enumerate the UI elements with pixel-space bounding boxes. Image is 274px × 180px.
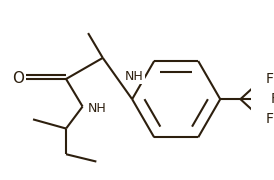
Text: F: F	[266, 72, 274, 86]
Text: NH: NH	[88, 102, 107, 115]
Text: O: O	[12, 71, 24, 86]
Text: F: F	[270, 92, 274, 106]
Text: NH: NH	[125, 70, 144, 83]
Text: F: F	[266, 112, 274, 126]
